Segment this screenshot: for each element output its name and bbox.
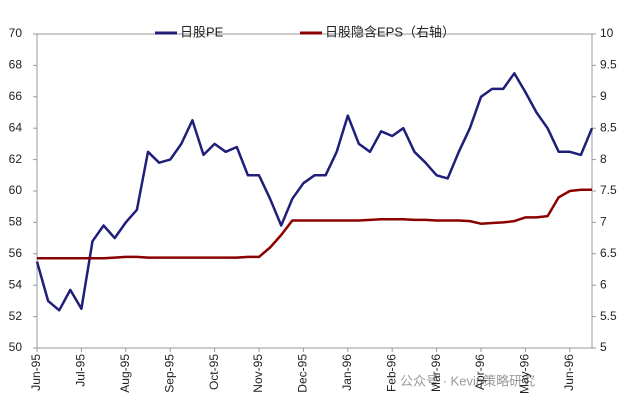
y2-tick-label: 6.5 <box>600 246 617 260</box>
y2-tick-label: 8.5 <box>600 120 617 134</box>
x-tick-label: Sep-95 <box>162 354 176 393</box>
y-tick-label: 64 <box>9 120 23 134</box>
data-line <box>35 72 594 312</box>
y2-tick-label: 7.5 <box>600 183 617 197</box>
x-tick-label: Feb-96 <box>384 354 398 392</box>
x-tick-label: Apr-96 <box>473 354 487 390</box>
x-tick-label: Jun-96 <box>562 354 576 391</box>
y2-tick-label: 9 <box>600 89 607 103</box>
legend-label: 日股隐含EPS（右轴） <box>325 24 455 39</box>
x-tick-label: May-96 <box>518 354 532 394</box>
legend-label: 日股PE <box>180 24 224 39</box>
x-tick-label: Jul-95 <box>74 354 88 387</box>
x-tick-label: Aug-95 <box>118 354 132 393</box>
y2-tick-label: 10 <box>600 26 614 40</box>
watermark: 公众号 · Kevin策略研究 <box>400 373 535 388</box>
x-tick-label: Jan-96 <box>340 354 354 391</box>
y2-tick-label: 7 <box>600 215 607 229</box>
y2-tick-label: 5 <box>600 340 607 354</box>
x-tick-label: Oct-95 <box>207 354 221 390</box>
y-tick-label: 68 <box>9 58 23 72</box>
y-tick-label: 58 <box>9 215 23 229</box>
x-tick-label: Nov-95 <box>251 354 265 393</box>
y2-tick-label: 9.5 <box>600 58 617 72</box>
y-tick-label: 66 <box>9 89 23 103</box>
y-tick-label: 50 <box>9 340 23 354</box>
y-tick-label: 54 <box>9 277 23 291</box>
y-tick-label: 70 <box>9 26 23 40</box>
y-tick-label: 56 <box>9 246 23 260</box>
x-tick-label: Mar-96 <box>429 354 443 392</box>
x-tick-label: Jun-95 <box>29 354 43 391</box>
y-tick-label: 62 <box>9 152 23 166</box>
y2-tick-label: 6 <box>600 277 607 291</box>
y-tick-label: 52 <box>9 309 23 323</box>
y2-tick-label: 8 <box>600 152 607 166</box>
y-tick-label: 60 <box>9 183 23 197</box>
data-line <box>37 188 592 260</box>
x-tick-label: Dec-95 <box>296 354 310 393</box>
y2-tick-label: 5.5 <box>600 309 617 323</box>
